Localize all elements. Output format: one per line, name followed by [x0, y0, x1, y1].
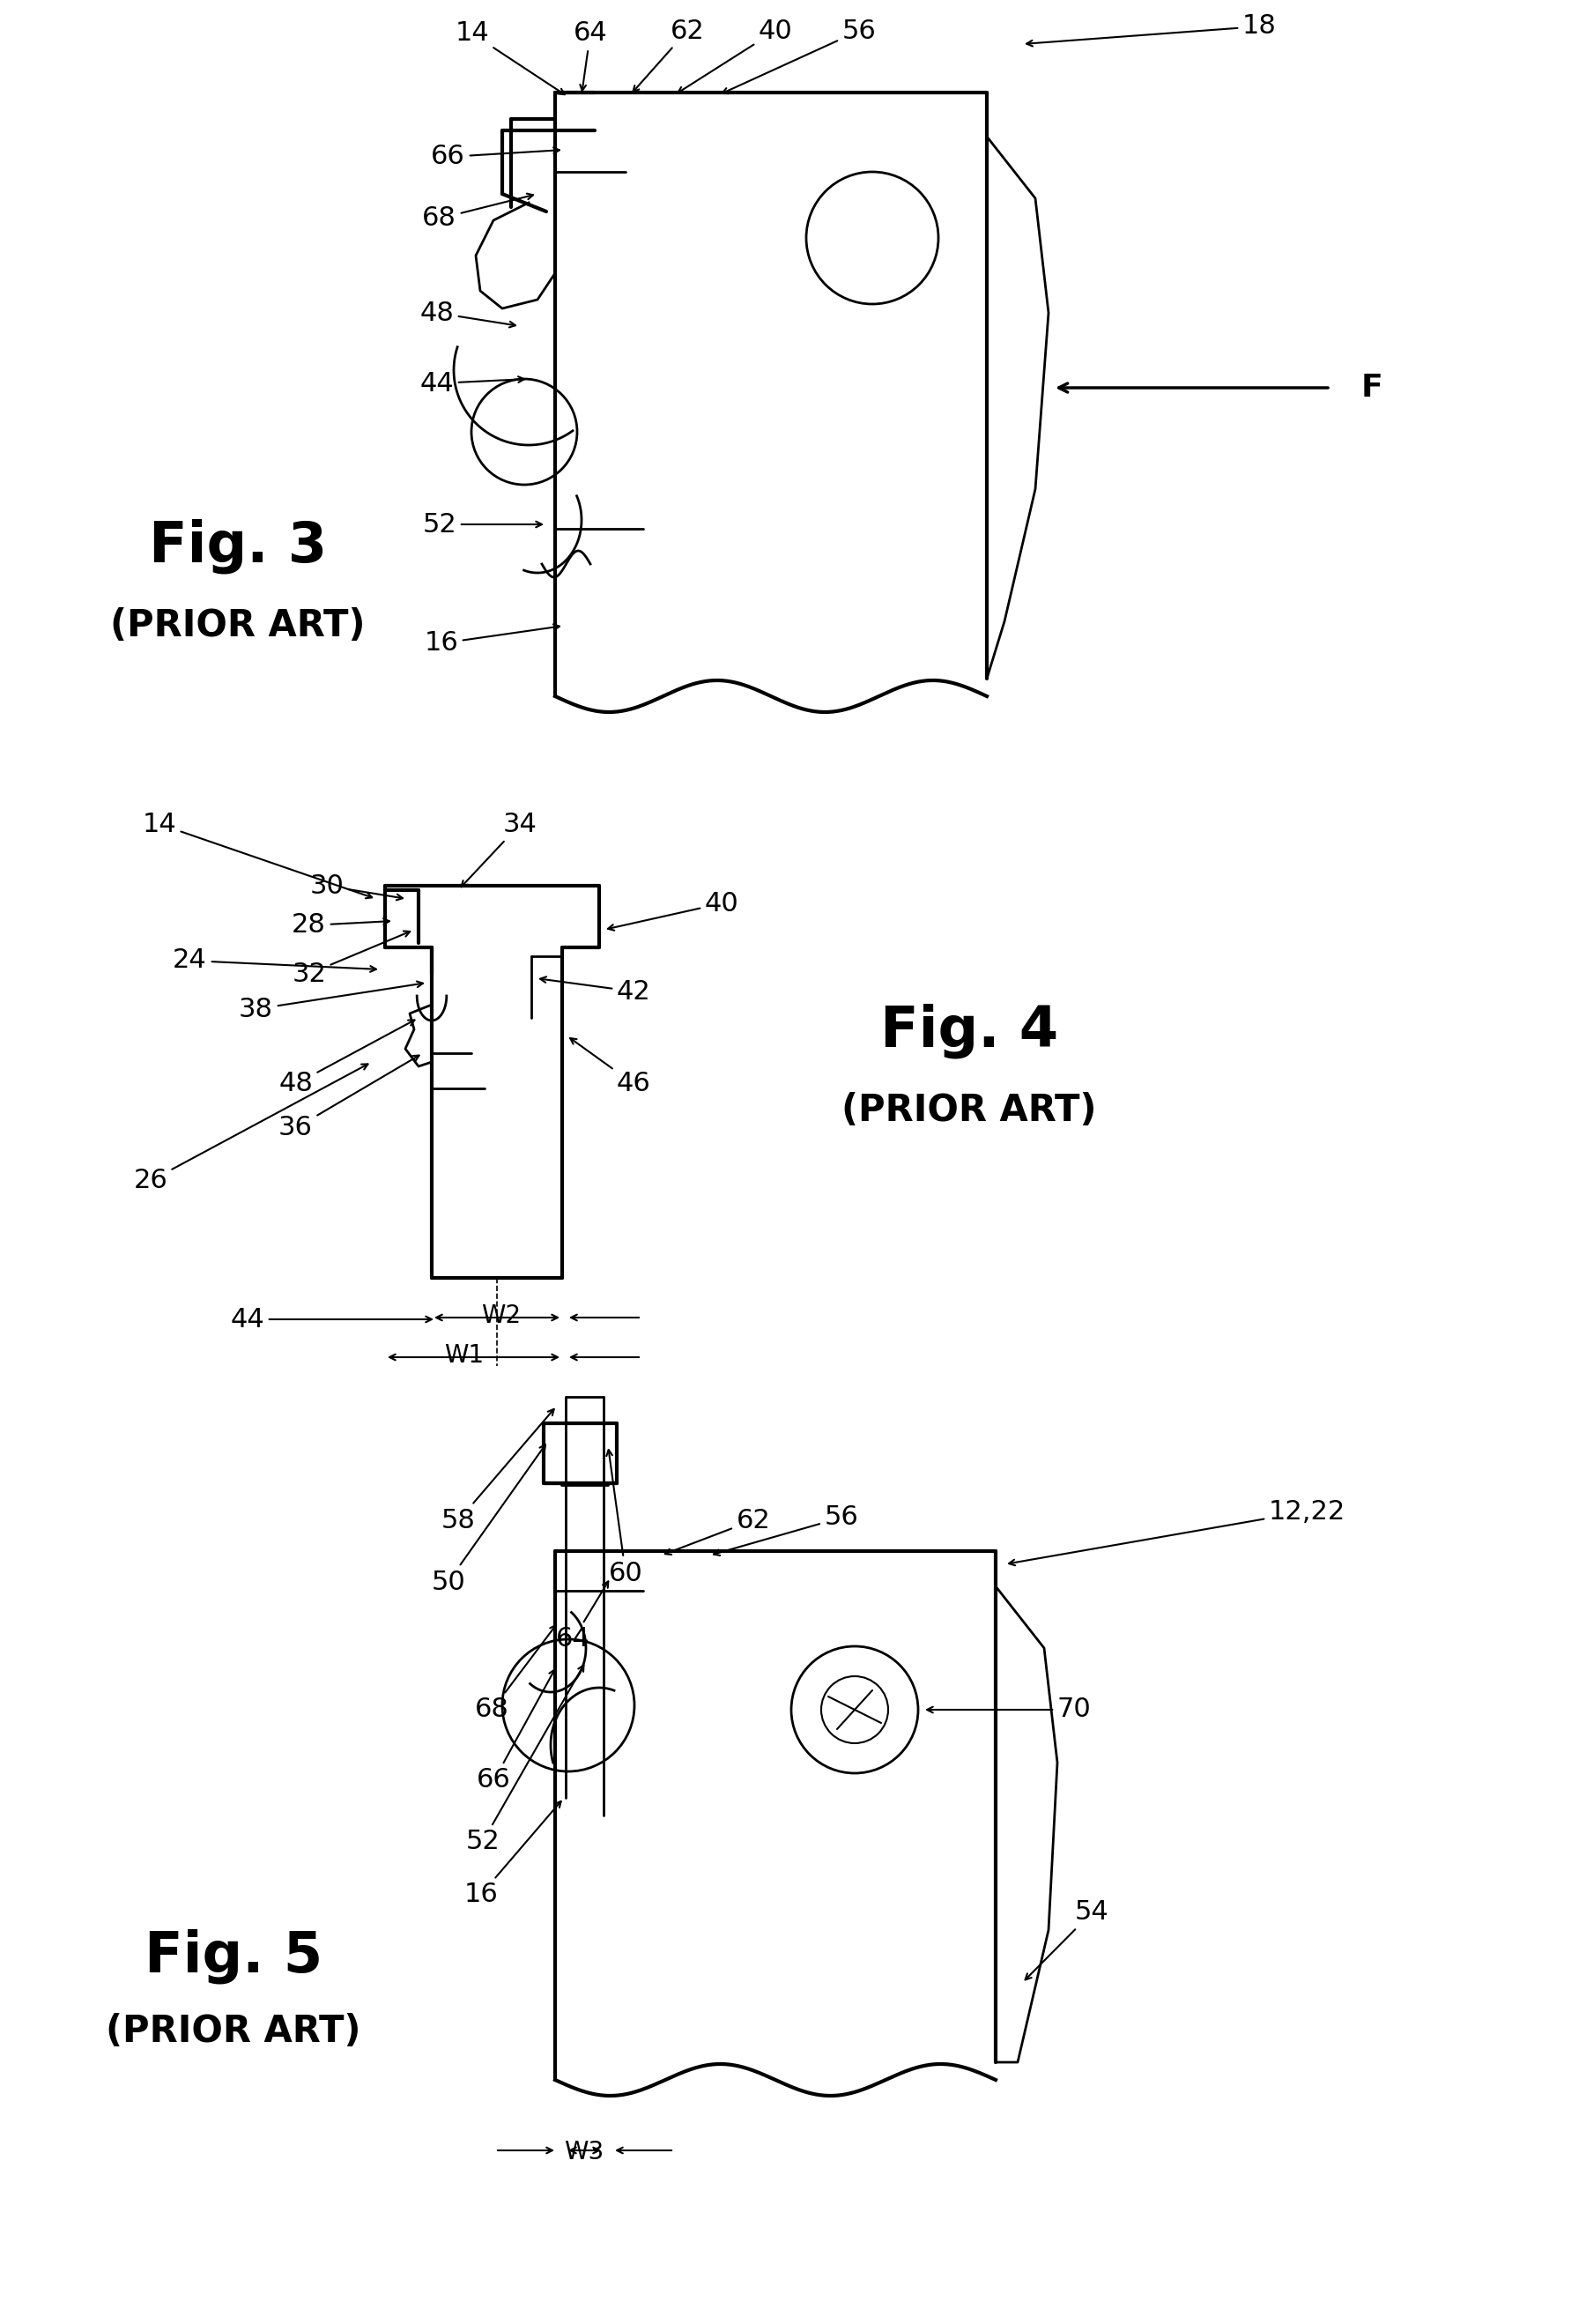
- Text: 58: 58: [441, 1408, 554, 1534]
- Text: Fig. 3: Fig. 3: [149, 518, 327, 574]
- Text: (PRIOR ART): (PRIOR ART): [106, 2013, 362, 2050]
- Text: 52: 52: [422, 511, 542, 537]
- Text: 66: 66: [431, 144, 560, 170]
- Text: (PRIOR ART): (PRIOR ART): [842, 1092, 1098, 1129]
- Text: 56: 56: [722, 19, 875, 93]
- Text: 66: 66: [477, 1669, 555, 1794]
- Text: Fig. 4: Fig. 4: [880, 1004, 1058, 1060]
- Text: 14: 14: [455, 21, 565, 95]
- Text: 16: 16: [423, 625, 560, 655]
- Text: 50: 50: [431, 1446, 546, 1594]
- Text: 48: 48: [420, 300, 515, 328]
- Text: 28: 28: [292, 913, 389, 939]
- Text: 44: 44: [230, 1306, 431, 1332]
- Text: 40: 40: [607, 890, 739, 930]
- Text: 12,22: 12,22: [1009, 1499, 1345, 1566]
- Text: 48: 48: [279, 1020, 414, 1097]
- Text: 24: 24: [173, 948, 376, 974]
- Text: 30: 30: [309, 874, 403, 899]
- Text: 54: 54: [1025, 1899, 1109, 1980]
- Text: 40: 40: [677, 19, 793, 93]
- Text: 68: 68: [476, 1624, 557, 1722]
- Text: 16: 16: [463, 1801, 561, 1908]
- Text: 62: 62: [633, 19, 704, 93]
- Text: 52: 52: [465, 1666, 584, 1855]
- Text: 32: 32: [292, 932, 409, 988]
- Text: 34: 34: [462, 811, 538, 888]
- Text: 64: 64: [573, 21, 607, 91]
- Text: 56: 56: [714, 1506, 858, 1555]
- Text: W3: W3: [565, 2140, 604, 2164]
- Text: (PRIOR ART): (PRIOR ART): [111, 607, 365, 644]
- Text: 42: 42: [541, 976, 650, 1004]
- Text: F: F: [1361, 372, 1383, 402]
- Text: 68: 68: [422, 193, 533, 232]
- Text: Fig. 5: Fig. 5: [144, 1929, 322, 1985]
- Text: 26: 26: [133, 1064, 368, 1195]
- Text: W1: W1: [444, 1343, 484, 1369]
- Text: W2: W2: [482, 1304, 522, 1327]
- Text: 38: 38: [239, 981, 423, 1023]
- Text: 46: 46: [571, 1039, 650, 1097]
- Text: 64: 64: [557, 1580, 609, 1652]
- Text: 60: 60: [606, 1450, 642, 1585]
- Text: 62: 62: [665, 1508, 771, 1555]
- Text: 36: 36: [279, 1055, 419, 1141]
- Text: 14: 14: [143, 811, 373, 899]
- Text: 18: 18: [1026, 14, 1277, 46]
- Text: 70: 70: [928, 1697, 1091, 1722]
- Text: 44: 44: [420, 370, 523, 395]
